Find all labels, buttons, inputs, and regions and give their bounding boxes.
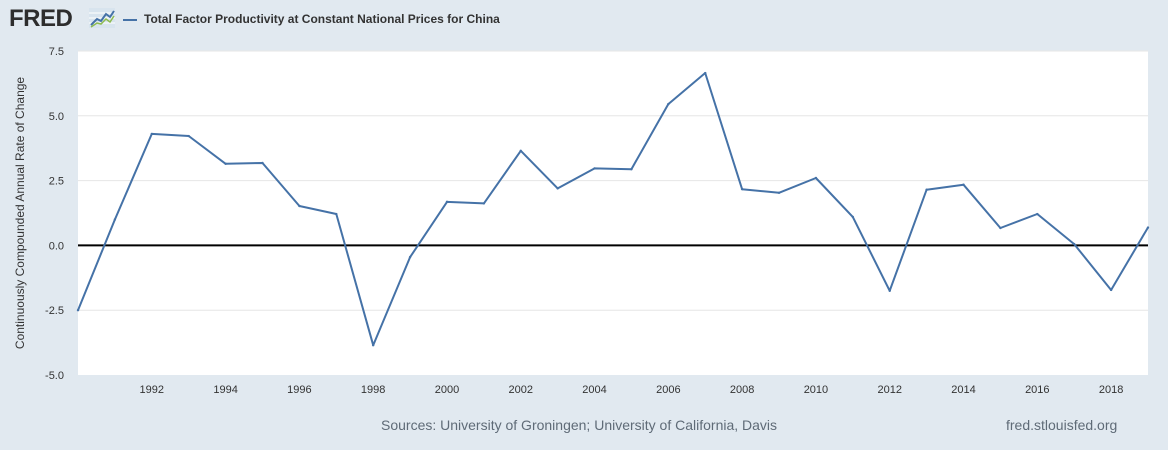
- y-tick-label: 5.0: [49, 111, 64, 123]
- x-tick-label: 2016: [1025, 384, 1049, 396]
- x-tick-label: 2010: [804, 384, 828, 396]
- legend-swatch: [123, 19, 137, 21]
- data-point[interactable]: [630, 167, 633, 171]
- legend-series-label[interactable]: Total Factor Productivity at Constant Na…: [144, 12, 500, 26]
- x-tick-label: 2000: [435, 384, 459, 396]
- data-point[interactable]: [962, 183, 965, 186]
- x-tick-label: 1998: [361, 384, 385, 396]
- fred-logo[interactable]: FRED: [9, 5, 73, 32]
- data-point[interactable]: [224, 162, 227, 165]
- data-point[interactable]: [150, 132, 153, 136]
- data-point[interactable]: [888, 289, 891, 292]
- data-point[interactable]: [261, 161, 264, 165]
- data-point[interactable]: [814, 176, 818, 180]
- data-point[interactable]: [704, 71, 707, 75]
- x-tick-label: 2006: [656, 384, 680, 396]
- data-point[interactable]: [445, 200, 449, 204]
- data-point[interactable]: [1073, 242, 1076, 246]
- data-point[interactable]: [482, 202, 486, 205]
- plot-area: [78, 51, 1148, 375]
- x-tick-label: 1996: [287, 384, 311, 396]
- data-point[interactable]: [556, 187, 559, 190]
- x-tick-label: 2004: [582, 384, 606, 396]
- y-tick-label: 2.5: [49, 176, 64, 188]
- sources-note: Sources: University of Groningen; Univer…: [381, 417, 778, 433]
- data-point[interactable]: [925, 188, 928, 191]
- y-tick-label: 0.0: [49, 240, 64, 252]
- data-point[interactable]: [113, 218, 117, 221]
- y-tick-label: -2.5: [45, 305, 64, 317]
- data-point[interactable]: [335, 212, 338, 216]
- line-chart-icon: [89, 8, 115, 28]
- data-point[interactable]: [1109, 288, 1113, 292]
- x-tick-label: 2012: [877, 384, 901, 396]
- x-tick-label: 1992: [140, 384, 164, 396]
- data-point[interactable]: [740, 187, 744, 191]
- data-point[interactable]: [187, 134, 190, 138]
- series-line[interactable]: [77, 72, 1149, 347]
- y-tick-label: 7.5: [49, 46, 64, 58]
- data-point[interactable]: [593, 167, 596, 170]
- site-link[interactable]: fred.stlouisfed.org: [1006, 417, 1118, 433]
- data-point[interactable]: [408, 255, 412, 259]
- data-point[interactable]: [298, 204, 301, 208]
- y-tick-label: -5.0: [45, 370, 64, 382]
- chart-header: FRED Total Factor Productivity at Consta…: [0, 0, 1168, 40]
- data-point[interactable]: [667, 102, 670, 106]
- x-tick-label: 2018: [1099, 384, 1123, 396]
- y-axis-label: Continuously Compounded Annual Rate of C…: [13, 77, 27, 350]
- x-tick-label: 2008: [730, 384, 754, 396]
- x-tick-label: 1994: [213, 384, 237, 396]
- data-point[interactable]: [1146, 226, 1150, 229]
- x-tick-label: 2014: [951, 384, 975, 396]
- data-point[interactable]: [76, 309, 80, 312]
- data-point[interactable]: [999, 226, 1002, 230]
- data-point[interactable]: [1036, 212, 1039, 216]
- x-tick-label: 2002: [509, 384, 533, 396]
- data-point[interactable]: [519, 149, 522, 152]
- data-point[interactable]: [851, 215, 855, 219]
- data-point[interactable]: [777, 191, 781, 194]
- data-point[interactable]: [371, 343, 375, 347]
